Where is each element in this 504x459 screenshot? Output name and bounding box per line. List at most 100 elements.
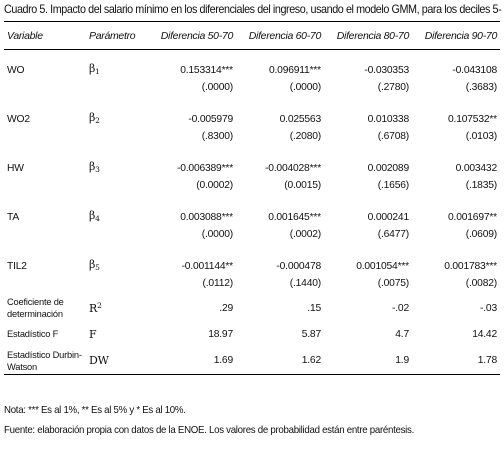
empty-cell [4,125,86,148]
coefficient-row: WO β1 0.153314*** 0.096911*** -0.030353 -0.04… [4,50,500,76]
p-value-row: (.0000) (.0002) (.6477) (.0609) [4,223,500,246]
p-value: (.0075) [377,278,409,289]
coefficient-value: 0.107532** [448,114,497,125]
coefficient-value: 0.000241 [367,212,410,223]
parameter-letter: β [89,160,96,173]
statistic-row: Estadístico Durbin-Watson DW 1.69 1.62 1.9 1.… [4,347,500,374]
coefficient-value: 0.153314*** [180,65,233,76]
variable-name: TA [7,212,19,223]
statistic-label: Coeficiente de determinación [7,297,64,319]
coefficient-value: 0.001783*** [444,261,497,272]
coefficient-value: -0.043108 [452,65,497,76]
coefficient-value: 0.096911*** [268,65,321,76]
parameter-symbol: β4 [86,197,148,223]
parameter-symbol: β5 [86,246,148,272]
statistic-letter: R [89,302,98,315]
table-notes: Nota: *** Es al 1%, ** Es al 5% y * Es a… [4,401,436,441]
p-value: (.1440) [289,278,321,289]
statistic-superscript: 2 [97,301,102,310]
statistic-value: 1.69 [213,355,233,366]
parameter-subscript: 3 [95,165,100,174]
statistic-value: 18.97 [208,328,233,340]
parameter-subscript: 4 [95,214,100,223]
header-parameter: Parámetro [86,22,148,50]
coefficient-value: -0.030353 [364,65,409,76]
p-value-row: (.0112) (.1440) (.0075) (.0082) [4,272,500,295]
coefficient-value: 0.003088*** [180,212,233,223]
statistic-symbol: DW [86,347,148,374]
table-body: WO β1 0.153314*** 0.096911*** -0.030353 -0.04… [4,50,500,375]
empty-cell [86,125,148,148]
p-value: (.0000) [201,82,233,93]
coefficient-value: -0.004028*** [265,163,321,174]
statistic-symbol: F [86,321,148,347]
coefficient-value: 0.002089 [367,163,410,174]
empty-cell [4,272,86,295]
header-diff-50-70: Diferencia 50-70 [148,22,236,50]
statistic-symbol: R2 [86,295,148,321]
statistic-value: 1.78 [477,355,497,366]
statistic-row: Estadístico F F 18.97 5.87 4.7 14.42 [4,321,500,347]
p-value: (.2080) [289,131,321,142]
variable-name: WO [7,65,25,76]
p-value: (.0103) [465,131,497,142]
coefficient-value: -0.000478 [276,261,321,272]
p-value: (.0112) [202,278,234,289]
statistic-value: 1.62 [301,355,321,366]
statistic-row: Coeficiente de determinación R2 .29 .15 -.02… [4,295,500,321]
p-value: (.6708) [377,131,409,142]
parameter-subscript: 5 [95,263,100,272]
statistic-value: 1.9 [395,355,409,366]
empty-cell [4,174,86,197]
statistic-value: .29 [219,302,233,314]
coefficient-row: WO2 β2 -0.005979 0.025563 0.010338 0.107532** [4,99,500,125]
p-value: (0.0015) [284,180,321,191]
significance-note: Nota: *** Es al 1%, ** Es al 5% y * Es a… [4,405,186,416]
p-value-row: (.8300) (.2080) (.6708) (.0103) [4,125,500,148]
table-caption: Cuadro 5. Impacto del salario mínimo en … [4,3,504,16]
coefficient-value: -0.001144** [181,261,234,272]
p-value: (.6477) [377,229,409,240]
coefficient-value: 0.001645*** [268,212,321,223]
coefficient-value: 0.001054*** [356,261,409,272]
parameter-symbol: β3 [86,148,148,174]
parameter-letter: β [89,209,96,222]
coefficient-value: 0.010338 [367,114,410,125]
p-value: (.0609) [465,229,497,240]
empty-cell [86,223,148,246]
variable-name: WO2 [7,114,30,125]
p-value: (.1835) [465,180,497,191]
empty-cell [86,272,148,295]
coefficient-row: TA β4 0.003088*** 0.001645*** 0.000241 0.0016… [4,197,500,223]
statistic-value: 4.7 [395,328,409,340]
parameter-letter: β [89,62,96,75]
statistic-letter: F [89,327,97,341]
p-value: (.2780) [377,82,409,93]
statistic-value: -.02 [392,302,409,314]
empty-cell [86,174,148,197]
p-value: (.0082) [465,278,497,289]
p-value-row: (0.0002) (0.0015) (.1656) (.1835) [4,174,500,197]
parameter-letter: β [89,258,96,271]
header-diff-60-70: Diferencia 60-70 [236,22,324,50]
p-value: (.0000) [289,82,321,93]
coefficient-row: HW β3 -0.006389*** -0.004028*** 0.002089 0.00… [4,148,500,174]
coefficient-value: 0.001697** [448,212,497,223]
variable-name: TIL2 [7,261,27,272]
p-value: (.8300) [201,131,233,142]
statistic-value: 5.87 [301,328,321,340]
statistic-value: .15 [307,302,321,314]
p-value-row: (.0000) (.0000) (.2780) (.3683) [4,76,500,99]
variable-name: HW [7,163,24,174]
source-note: Fuente: elaboración propia con datos de … [4,425,414,436]
empty-cell [4,76,86,99]
statistic-label: Estadístico F [7,329,59,339]
statistic-label: Estadístico Durbin-Watson [7,349,82,372]
statistic-letter: DW [89,354,109,367]
coefficient-row: TIL2 β5 -0.001144** -0.000478 0.001054*** 0.0… [4,246,500,272]
parameter-subscript: 1 [95,67,100,76]
statistic-value: 14.42 [472,328,497,340]
p-value: (0.0002) [196,180,233,191]
p-value: (.0002) [289,229,321,240]
empty-cell [86,76,148,99]
